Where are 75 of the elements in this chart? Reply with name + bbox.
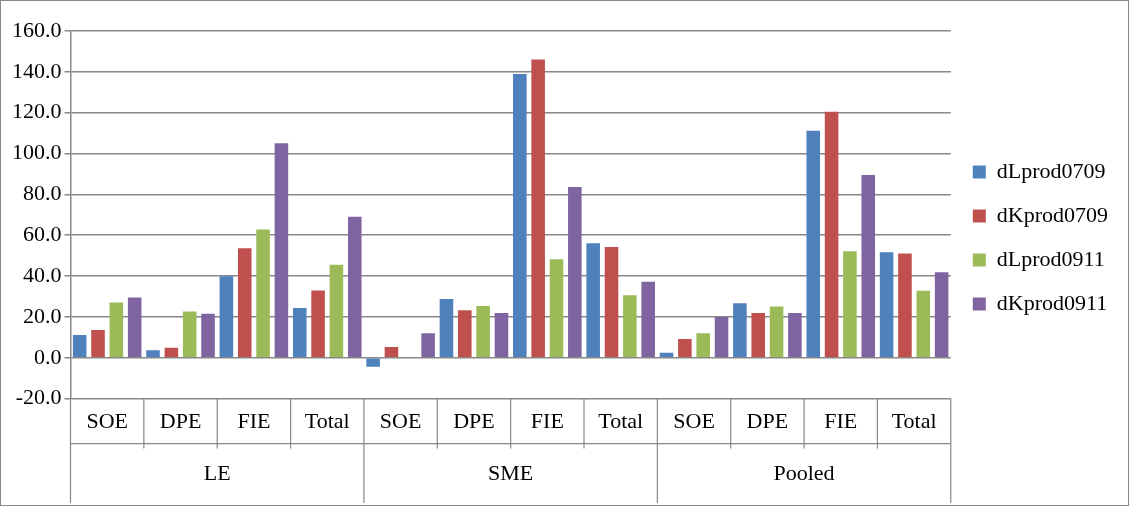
bar [549, 259, 564, 358]
bar [879, 252, 894, 358]
text: LE [203, 460, 231, 486]
bar [604, 247, 619, 358]
y-tick-label: 0.0 [34, 343, 62, 369]
bar [421, 333, 435, 358]
bar [384, 346, 399, 358]
bar [237, 248, 252, 358]
bar [623, 295, 637, 358]
bar [531, 59, 545, 358]
bar [916, 290, 931, 358]
bar [311, 290, 325, 358]
legend-label: dLprod0911 [996, 245, 1105, 271]
text: Pooled [773, 460, 835, 486]
bar [568, 187, 582, 358]
bar [347, 216, 362, 358]
y-tick-label: 160.0 [12, 16, 62, 42]
x-tick-label: DPE [159, 407, 202, 433]
bar [898, 253, 912, 358]
bar [696, 333, 710, 358]
bar [127, 297, 142, 358]
legend-label: dKprod0911 [996, 289, 1108, 315]
bar [458, 310, 472, 358]
bar [366, 358, 380, 367]
x-tick-label: Total [304, 407, 350, 433]
x-tick-label: Total [598, 407, 644, 433]
x-tick-label: SOE [379, 407, 422, 433]
bar [788, 313, 802, 358]
bar [494, 313, 509, 358]
bar [201, 313, 215, 358]
y-tick-label: 40.0 [23, 261, 62, 287]
bar [678, 338, 692, 358]
x-tick-label: SOE [86, 407, 128, 433]
legend-label: dLprod0709 [996, 157, 1106, 183]
bar [109, 302, 124, 358]
x-tick-label: FIE [530, 407, 564, 433]
bar [182, 311, 197, 358]
bar [439, 298, 454, 358]
bar [513, 73, 527, 358]
legend-label: dKprod0709 [996, 201, 1108, 227]
text: SME [488, 460, 534, 486]
bar [733, 303, 747, 358]
y-tick-label: 60.0 [23, 221, 62, 246]
bar [219, 276, 234, 358]
bar [72, 334, 87, 358]
x-tick-label: DPE [453, 407, 495, 433]
bar [861, 174, 876, 358]
bar [164, 347, 179, 358]
y-tick-label: 80.0 [23, 180, 62, 206]
bar [641, 281, 655, 358]
x-tick-label: FIE [237, 407, 271, 433]
bar [769, 306, 784, 358]
bar [751, 313, 766, 358]
y-tick-label: 100.0 [12, 139, 62, 165]
bar [806, 130, 821, 358]
y-tick-label: -20.0 [15, 384, 62, 410]
x-tick-label: FIE [824, 407, 858, 433]
y-tick-label: 120.0 [12, 98, 62, 124]
bar [274, 143, 289, 358]
bar [843, 251, 857, 358]
bar [476, 306, 490, 358]
y-tick-label: 20.0 [23, 302, 62, 328]
x-tick-label: Total [891, 407, 937, 433]
bar [714, 317, 729, 358]
y-tick-label: 140.0 [12, 57, 62, 83]
bar [256, 229, 270, 358]
bar [292, 307, 307, 358]
bar [824, 111, 839, 358]
bar [586, 243, 600, 358]
x-tick-label: DPE [746, 407, 789, 433]
bar [329, 264, 344, 358]
bar [146, 350, 160, 358]
bar [91, 329, 105, 358]
bar [934, 272, 949, 358]
x-tick-label: SOE [673, 407, 715, 433]
